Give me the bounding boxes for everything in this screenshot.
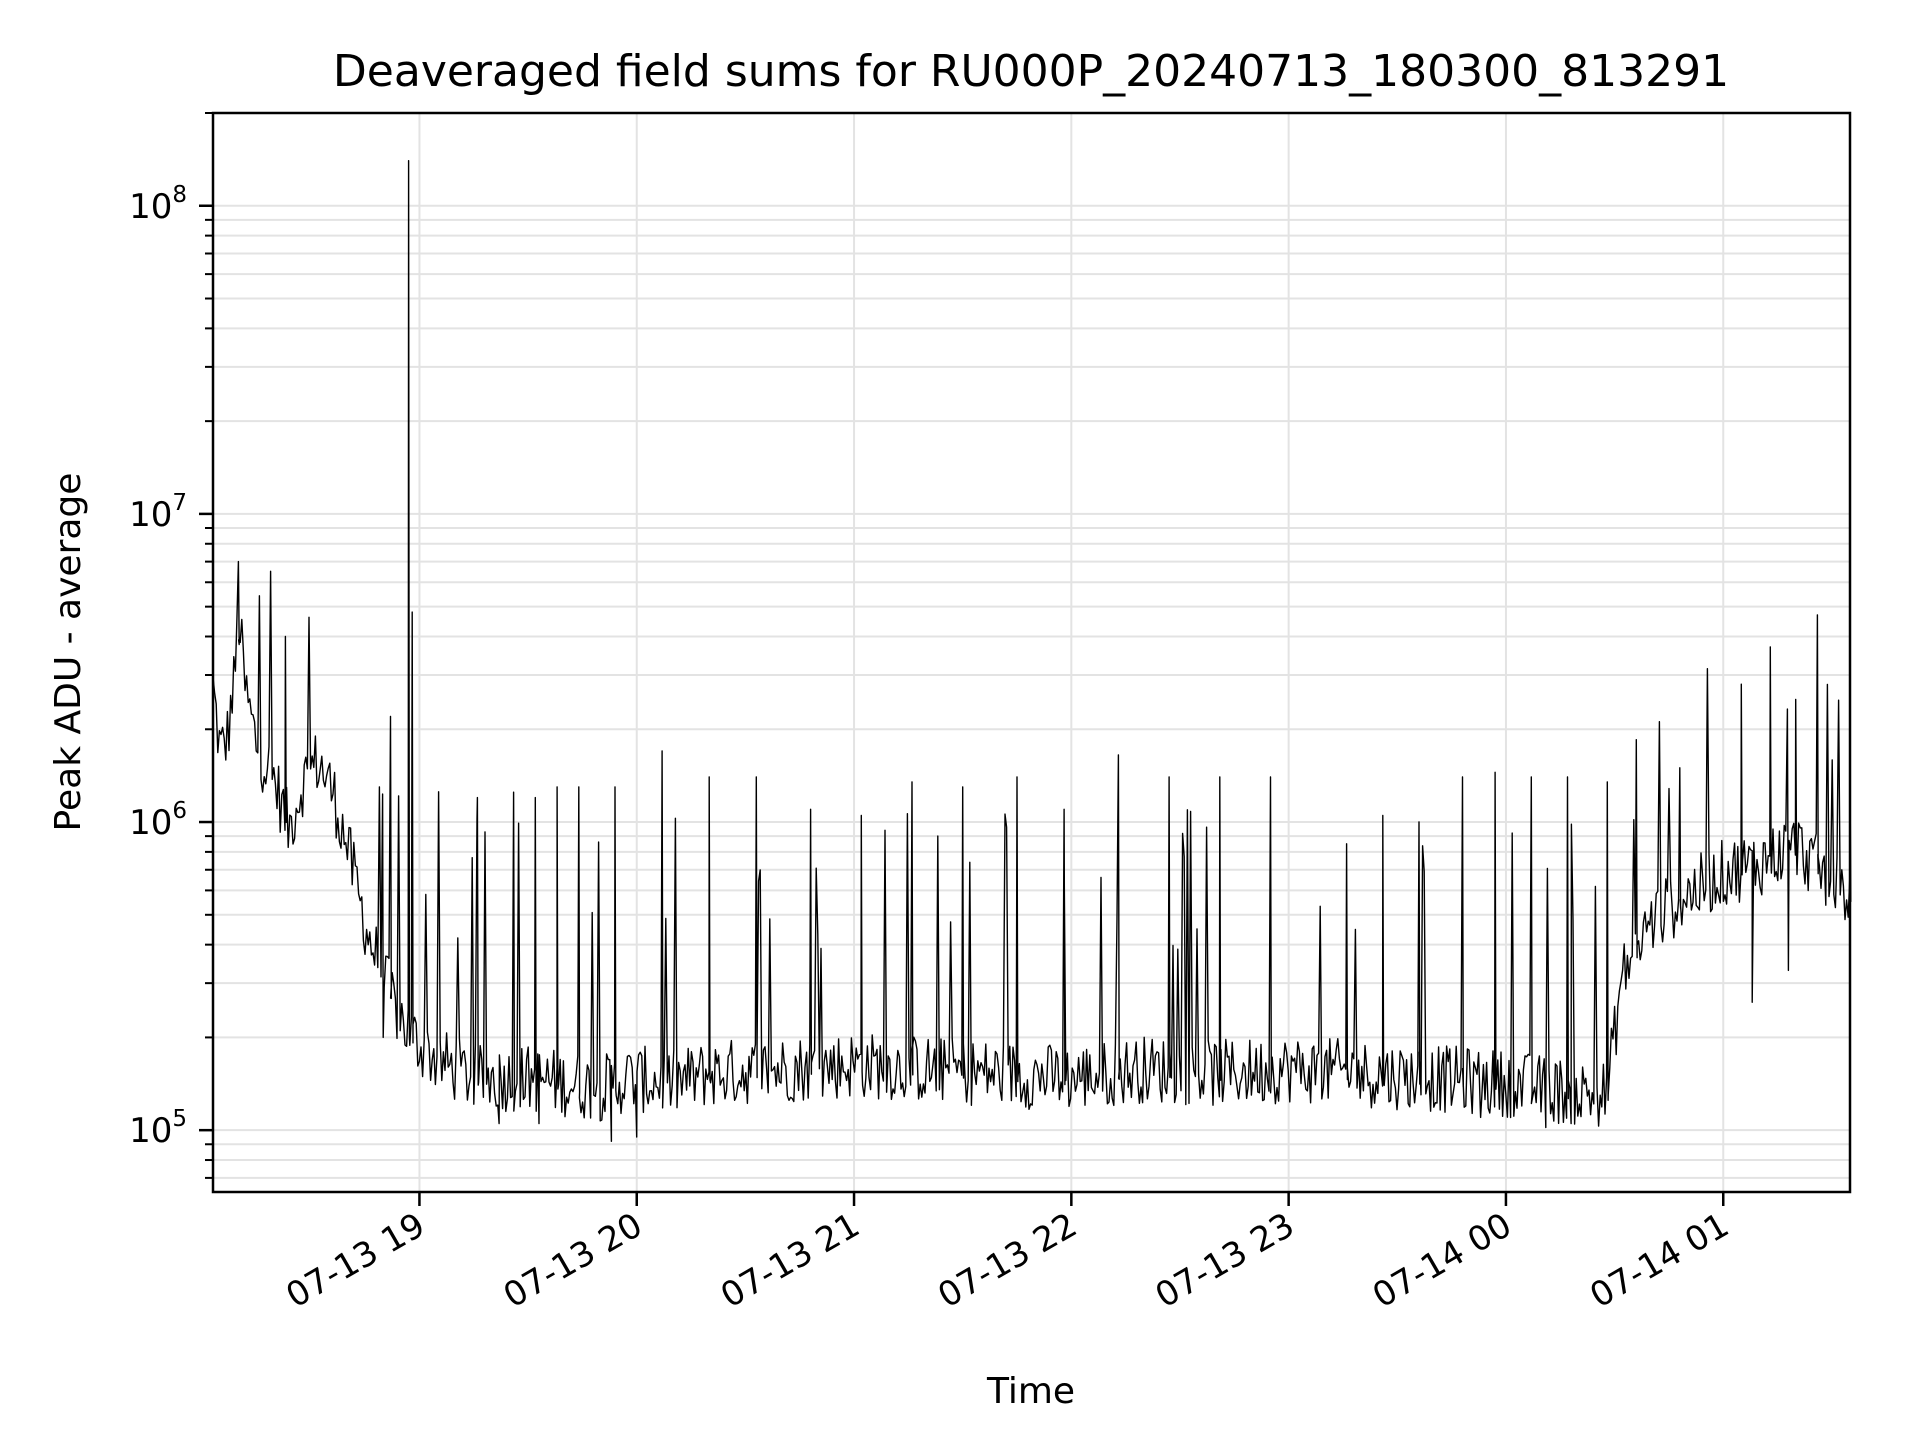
y-axis: 105 106 107 108 bbox=[129, 112, 213, 1179]
y-tick-label: 108 bbox=[129, 182, 187, 227]
y-axis-label: Peak ADU - average bbox=[48, 473, 89, 832]
chart-title: Deaveraged field sums for RU000P_2024071… bbox=[333, 46, 1729, 97]
y-tick-label: 106 bbox=[129, 798, 187, 843]
x-axis-label: Time bbox=[986, 1371, 1075, 1412]
series-line bbox=[212, 160, 1852, 1142]
y-tick-label: 107 bbox=[129, 490, 187, 535]
y-tick-label: 105 bbox=[129, 1106, 187, 1151]
series-layer bbox=[212, 160, 1852, 1142]
plot-frame bbox=[211, 111, 1852, 1194]
